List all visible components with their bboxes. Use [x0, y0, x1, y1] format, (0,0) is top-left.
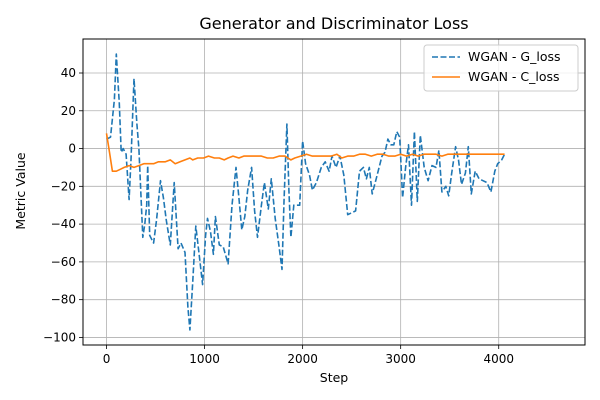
- legend-box: [423, 44, 579, 92]
- y-tick-label: 0: [68, 142, 76, 156]
- plot-frame: [82, 38, 586, 346]
- legend-label-c-loss: WGAN - C_loss: [468, 69, 560, 84]
- x-tick-label: 2000: [287, 352, 318, 366]
- series-line-c-loss: [105, 133, 505, 172]
- x-tick-label: 4000: [483, 352, 514, 366]
- legend-label-g-loss: WGAN - G_loss: [468, 49, 561, 64]
- y-tick-label: −60: [51, 255, 76, 269]
- y-tick-label: −20: [51, 179, 76, 193]
- x-tick-label: 3000: [385, 352, 416, 366]
- y-axis-label: Metric Value: [13, 152, 28, 229]
- x-tick-label: 0: [103, 352, 111, 366]
- x-axis-label: Step: [320, 370, 349, 385]
- chart-title: Generator and Discriminator Loss: [199, 14, 468, 33]
- y-tick-label: −100: [43, 330, 76, 344]
- x-tick-label: 1000: [189, 352, 220, 366]
- y-tick-label: −40: [51, 217, 76, 231]
- y-tick-label: −80: [51, 293, 76, 307]
- series-line-g-loss: [106, 53, 506, 331]
- y-tick-label: 40: [61, 66, 76, 80]
- y-tick-label: 20: [61, 104, 76, 118]
- series-layer: [105, 53, 506, 331]
- y-axis-ticks: −100 −80 −60 −40 −20 0 20 40: [43, 66, 83, 344]
- legend: WGAN - G_loss WGAN - C_loss: [423, 44, 579, 92]
- x-axis-ticks: 0 1000 2000 3000 4000: [103, 345, 514, 366]
